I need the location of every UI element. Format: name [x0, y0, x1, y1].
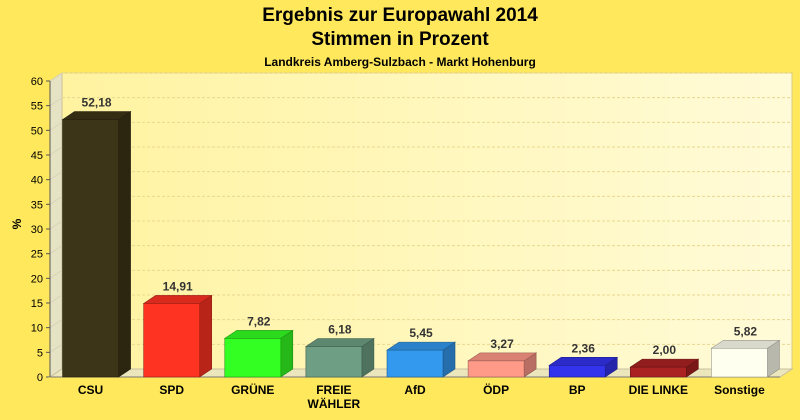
- y-tick-label: 50: [31, 125, 43, 137]
- data-label: 2,00: [653, 343, 677, 357]
- data-label: 5,82: [734, 324, 758, 338]
- gridline-side: [49, 319, 63, 329]
- bar-front: [630, 366, 687, 378]
- bar: [142, 294, 213, 378]
- bars: [61, 111, 781, 378]
- y-tick-label: 25: [31, 249, 43, 261]
- bar: [467, 352, 538, 378]
- y-axis-label: %: [10, 218, 24, 229]
- x-tick-label: DIE LINKE: [629, 383, 688, 397]
- labels: 0 5 10 15 20 25 30 35 40 45 50 55 60 52,18 CSU 14,91 SPD…: [31, 76, 765, 411]
- x-tick-label: BP: [569, 383, 586, 397]
- bar-front: [62, 119, 119, 378]
- bar-front: [711, 347, 768, 378]
- gridline-side: [49, 343, 63, 353]
- y-tick-label: 60: [31, 76, 43, 88]
- chart-title: Ergebnis zur Europawahl 2014: [262, 5, 538, 26]
- bar-top: [61, 111, 132, 120]
- bar: [629, 358, 700, 378]
- data-label: 52,18: [82, 96, 112, 110]
- gridline-side: [49, 195, 63, 205]
- y-tick-label: 40: [31, 175, 43, 187]
- data-label: 6,18: [328, 323, 352, 337]
- data-label: 7,82: [247, 314, 271, 328]
- bar-side: [199, 294, 212, 378]
- bar-side: [118, 111, 131, 378]
- gridline-side: [49, 220, 63, 230]
- bar-top: [142, 295, 213, 304]
- bar-top: [548, 357, 619, 366]
- gridline-side: [49, 171, 63, 181]
- y-tick-label: 45: [31, 150, 43, 162]
- x-tick-label: CSU: [78, 383, 103, 397]
- y-tick-label: 5: [37, 347, 43, 359]
- bar: [223, 329, 294, 378]
- y-tick-label: 30: [31, 224, 43, 236]
- bar-top: [467, 352, 538, 362]
- x-tick-label: FREIE: [316, 383, 351, 397]
- x-tick-label: AfD: [404, 383, 426, 397]
- y-tick-label: 20: [31, 273, 43, 285]
- data-label: 14,91: [163, 279, 193, 293]
- bar: [61, 111, 132, 378]
- gridline-side: [49, 146, 63, 156]
- x-tick-label: SPD: [159, 383, 184, 397]
- bar-front: [305, 346, 363, 378]
- bar-front: [548, 365, 606, 378]
- bar-top: [710, 339, 781, 349]
- bar: [386, 341, 456, 378]
- gridline-side: [49, 72, 63, 82]
- bar-top: [304, 338, 375, 347]
- bar-top: [629, 358, 700, 368]
- chart-title-2: Stimmen in Prozent: [311, 29, 489, 50]
- bar-front: [386, 349, 444, 378]
- y-tick-label: 35: [31, 199, 43, 211]
- bar-top: [386, 341, 456, 351]
- bar-top: [223, 330, 294, 339]
- y-tick-label: 0: [37, 372, 43, 384]
- bar: [548, 356, 619, 378]
- bar-front: [467, 360, 525, 378]
- gridline-side: [49, 245, 63, 255]
- x-tick-label: GRÜNE: [231, 382, 274, 397]
- gridline-side: [49, 294, 63, 304]
- chart-title-block: Ergebnis zur Europawahl 2014 Stimmen in …: [0, 4, 800, 70]
- chart-subtitle: Landkreis Amberg-Sulzbach - Markt Hohenb…: [264, 55, 536, 69]
- bar-front: [224, 338, 282, 378]
- data-label: 5,45: [409, 326, 433, 340]
- y-tick-label: 55: [31, 101, 43, 113]
- gridline-side: [49, 269, 63, 279]
- gridline-side: [49, 97, 63, 107]
- y-tick-label: 15: [31, 298, 43, 310]
- y-tick-label: 10: [31, 323, 43, 335]
- bar-front: [143, 303, 200, 378]
- gridline-side: [49, 121, 63, 131]
- x-tick-label: ÖDP: [483, 382, 509, 397]
- data-label: 2,36: [572, 341, 596, 355]
- x-tick-label: WÄHLER: [308, 396, 361, 411]
- x-tick-label: Sonstige: [714, 383, 765, 397]
- bar: [710, 339, 781, 378]
- bar: [304, 337, 375, 378]
- data-label: 3,27: [490, 337, 514, 351]
